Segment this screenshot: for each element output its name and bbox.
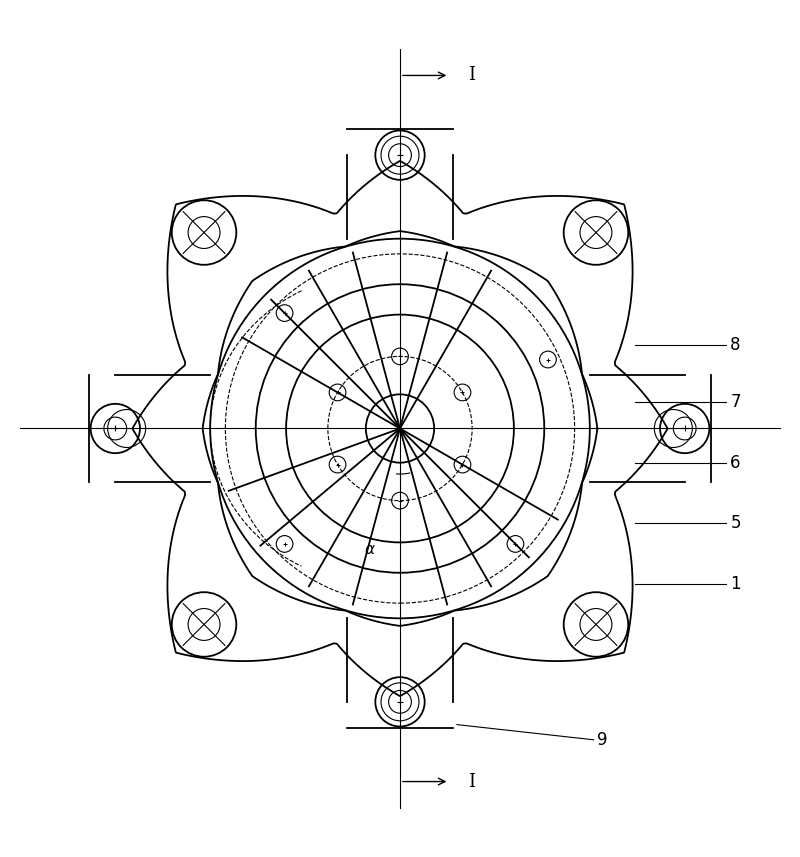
Text: 6: 6 xyxy=(730,453,741,471)
Text: 8: 8 xyxy=(730,336,741,354)
Text: 1: 1 xyxy=(730,575,741,593)
Text: 5: 5 xyxy=(730,514,741,532)
Text: 9: 9 xyxy=(598,731,608,749)
Text: I: I xyxy=(468,67,475,85)
Text: I: I xyxy=(468,772,475,790)
Text: $\alpha$: $\alpha$ xyxy=(364,542,375,558)
Text: 7: 7 xyxy=(730,393,741,411)
